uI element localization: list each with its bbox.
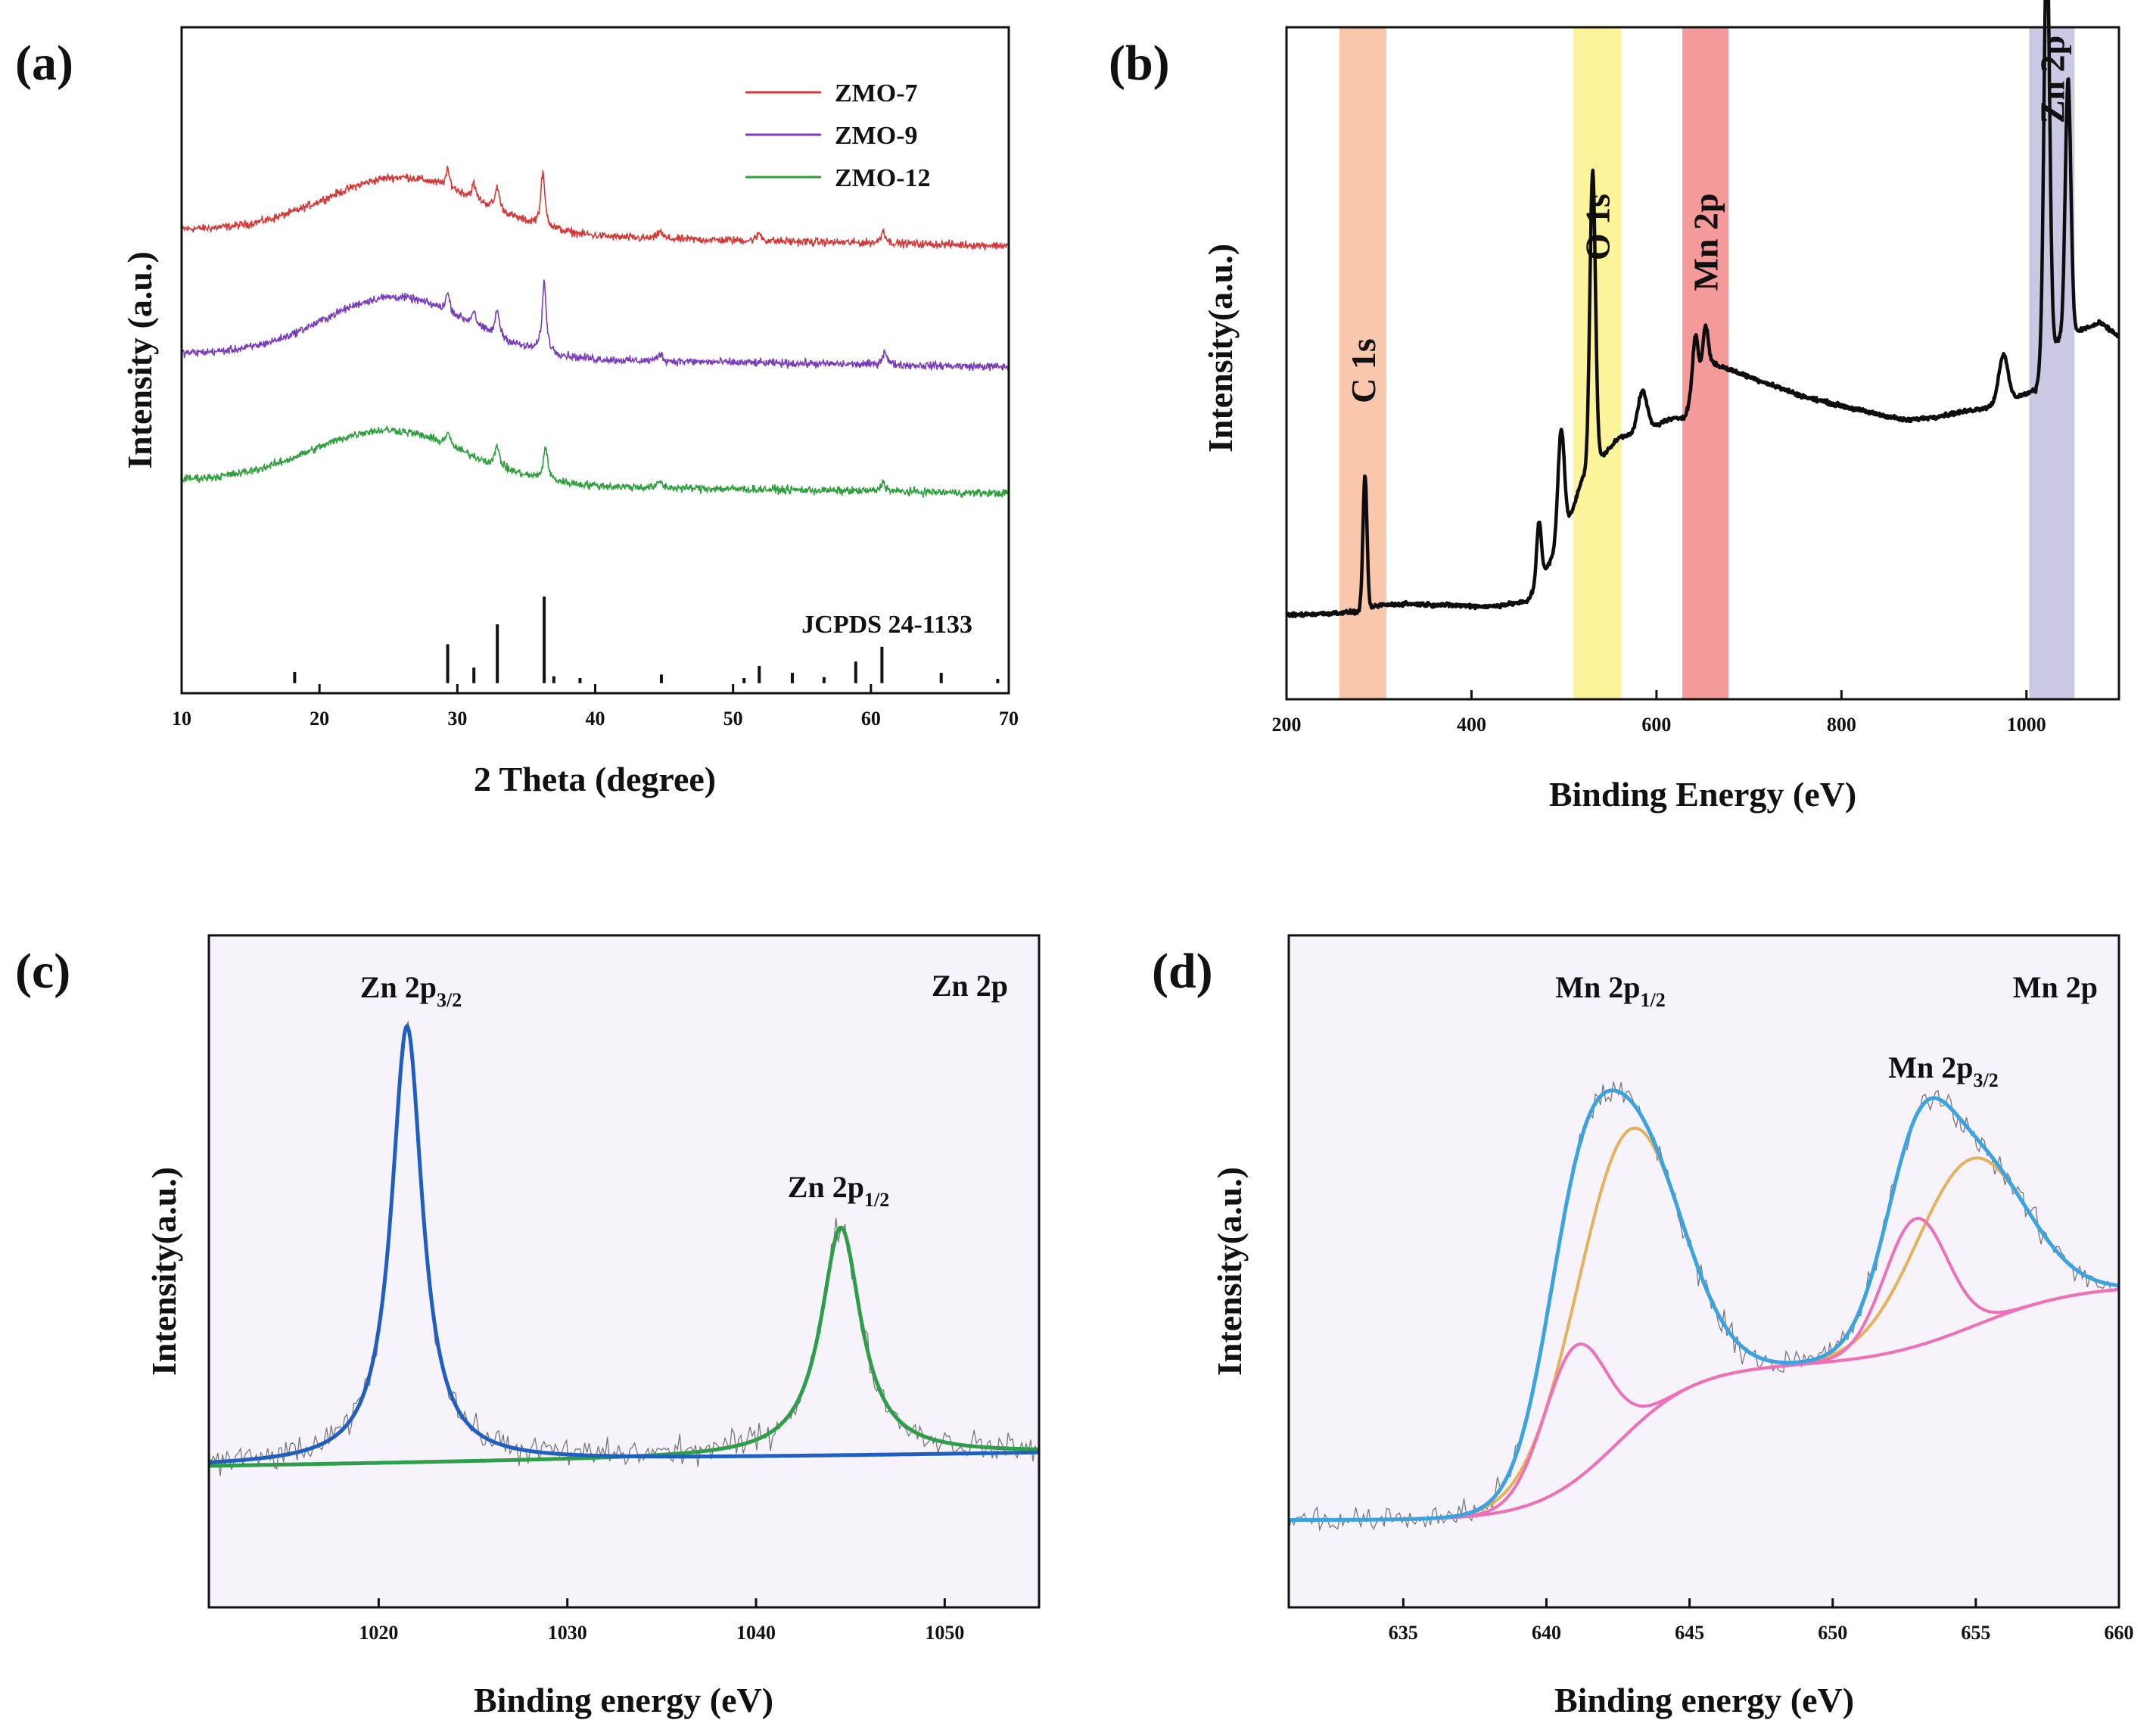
panel-a-plot-area: 10 20 30 40 50 60 70 (172, 166, 1019, 730)
panel-c-plot-area: 1020 1030 1040 1050 (208, 1019, 1040, 1644)
panel-c-corner-label: Zn 2p (932, 969, 1008, 1003)
panel-a-frame (180, 26, 1010, 695)
panel-b-x-tick-label: 800 (1827, 714, 1856, 736)
reference-pattern-label: JCPDS 24-1133 (801, 611, 972, 639)
panel-d-x-tick-label: 655 (1961, 1622, 1990, 1644)
panel-c-x-tick-label: 1050 (925, 1622, 964, 1644)
panel-c-letter: (c) (15, 944, 70, 999)
panel-a-letter: (a) (15, 36, 73, 91)
legend-label-zmo-12: ZMO-12 (835, 164, 931, 192)
band-label-mn-2p: Mn 2p (1687, 193, 1725, 291)
panel-a-x-tick-label: 50 (723, 708, 743, 730)
panel-c-x-axis-title: Binding energy (eV) (474, 1681, 773, 1719)
panel-d-frame (1287, 934, 2120, 1609)
panel-b-frame (1285, 26, 2120, 701)
panel-a-x-tick-label: 40 (586, 708, 605, 730)
series-line-zmo-9 (181, 279, 1010, 372)
panel-d-x-axis-title: Binding energy (eV) (1554, 1681, 1854, 1719)
panel-c-x-tick-label: 1020 (359, 1622, 398, 1644)
raw-data-line (208, 1019, 1038, 1476)
envelope-fit-line (1289, 1088, 2120, 1522)
panel-b-x-tick-label: 400 (1457, 714, 1486, 736)
panel-a-xrd: (a) 10 20 30 40 50 60 70 2 Theta (degree) Inte… (15, 26, 1019, 798)
panel-a-x-tick-label: 10 (172, 708, 191, 730)
panel-d-x-tick-label: 640 (1532, 1622, 1561, 1644)
panel-d-plot-area: 635 640 645 650 655 660 (1288, 1081, 2134, 1644)
panel-d-x-tick-label: 635 (1389, 1622, 1418, 1644)
peak-label-zn-2p1-2-sub: 1/2 (864, 1189, 889, 1211)
panel-c-x-tick-label: 1030 (548, 1622, 587, 1644)
peak-label-mn-2p1-2-main: Mn 2p (1555, 970, 1640, 1004)
peak-label-zn-2p1-2-main: Zn 2p (788, 1170, 864, 1204)
panel-b-letter: (b) (1109, 36, 1170, 91)
peak-label-mn-2p3-2-main: Mn 2p (1888, 1050, 1973, 1084)
panel-c-x-tick-label: 1040 (736, 1622, 776, 1644)
panel-b-x-tick-label: 1000 (2007, 714, 2046, 736)
panel-a-x-tick-label: 30 (447, 708, 467, 730)
peak-label-mn-2p3-2: Mn 2p3/2 (1888, 1050, 1998, 1091)
panel-d-x-tick-label: 660 (2105, 1622, 2134, 1644)
series-line-zmo-7 (181, 166, 1010, 251)
fit-line-zn-2p3-2 (209, 1023, 1040, 1464)
panel-a-legend: ZMO-7 ZMO-9 ZMO-12 (745, 79, 931, 192)
panel-a-x-axis-title: 2 Theta (degree) (474, 760, 716, 798)
peak-label-zn-2p3-2-main: Zn 2p (360, 970, 437, 1004)
band-label-o-1s: O 1s (1579, 194, 1617, 260)
peak-label-zn-2p3-2: Zn 2p3/2 (360, 970, 462, 1011)
panel-a-x-tick-label: 60 (861, 708, 881, 730)
panel-c-background (209, 935, 1039, 1607)
panel-a-x-tick-label: 70 (999, 708, 1019, 730)
legend-label-zmo-7: ZMO-7 (835, 79, 918, 107)
peak-label-mn-2p1-2: Mn 2p1/2 (1555, 970, 1665, 1011)
band-mn-2p (1682, 27, 1729, 699)
peak-label-mn-2p1-2-sub: 1/2 (1641, 989, 1666, 1011)
panel-b-x-axis-title: Binding Energy (eV) (1549, 775, 1856, 814)
panel-b-plot-area: 200 400 600 800 1000 (1272, 0, 2120, 736)
band-label-c-1s: C 1s (1344, 338, 1383, 403)
panel-a-x-tick-label: 20 (310, 708, 329, 730)
panel-d-background (1289, 935, 2119, 1607)
panel-d-x-tick-label: 645 (1675, 1622, 1704, 1644)
panel-d-y-axis-title: Intensity(a.u.) (1210, 1167, 1249, 1376)
panel-a-y-axis-title: Intensity (a.u.) (120, 251, 159, 469)
panel-d-corner-label: Mn 2p (2013, 970, 2098, 1004)
panel-d-x-tick-label: 650 (1818, 1622, 1847, 1644)
panel-b-x-tick-label: 200 (1272, 714, 1302, 736)
legend-label-zmo-9: ZMO-9 (835, 122, 918, 150)
peak-label-zn-2p1-2: Zn 2p1/2 (788, 1170, 889, 1211)
panel-d-mn-2p: (d) 635 640 645 650 655 660 Mn 2p Mn 2p1/2 Mn… (1152, 934, 2134, 1719)
panel-b-y-axis-title: Intensity(a.u.) (1201, 244, 1240, 453)
panel-c-frame (207, 934, 1041, 1609)
panel-c-zn-2p: (c) 1020 1030 1040 1050 Zn 2p Zn 2p3/2 Zn 2… (15, 934, 1041, 1719)
series-line-zmo-12 (181, 425, 1010, 499)
survey-spectrum-line (1285, 0, 2120, 618)
panel-b-x-tick-label: 600 (1641, 714, 1671, 736)
peak-label-zn-2p3-2-sub: 3/2 (437, 989, 462, 1011)
peak-label-mn-2p3-2-sub: 3/2 (1974, 1069, 1999, 1091)
panel-d-letter: (d) (1152, 944, 1213, 999)
panel-c-y-axis-title: Intensity(a.u.) (145, 1167, 183, 1376)
